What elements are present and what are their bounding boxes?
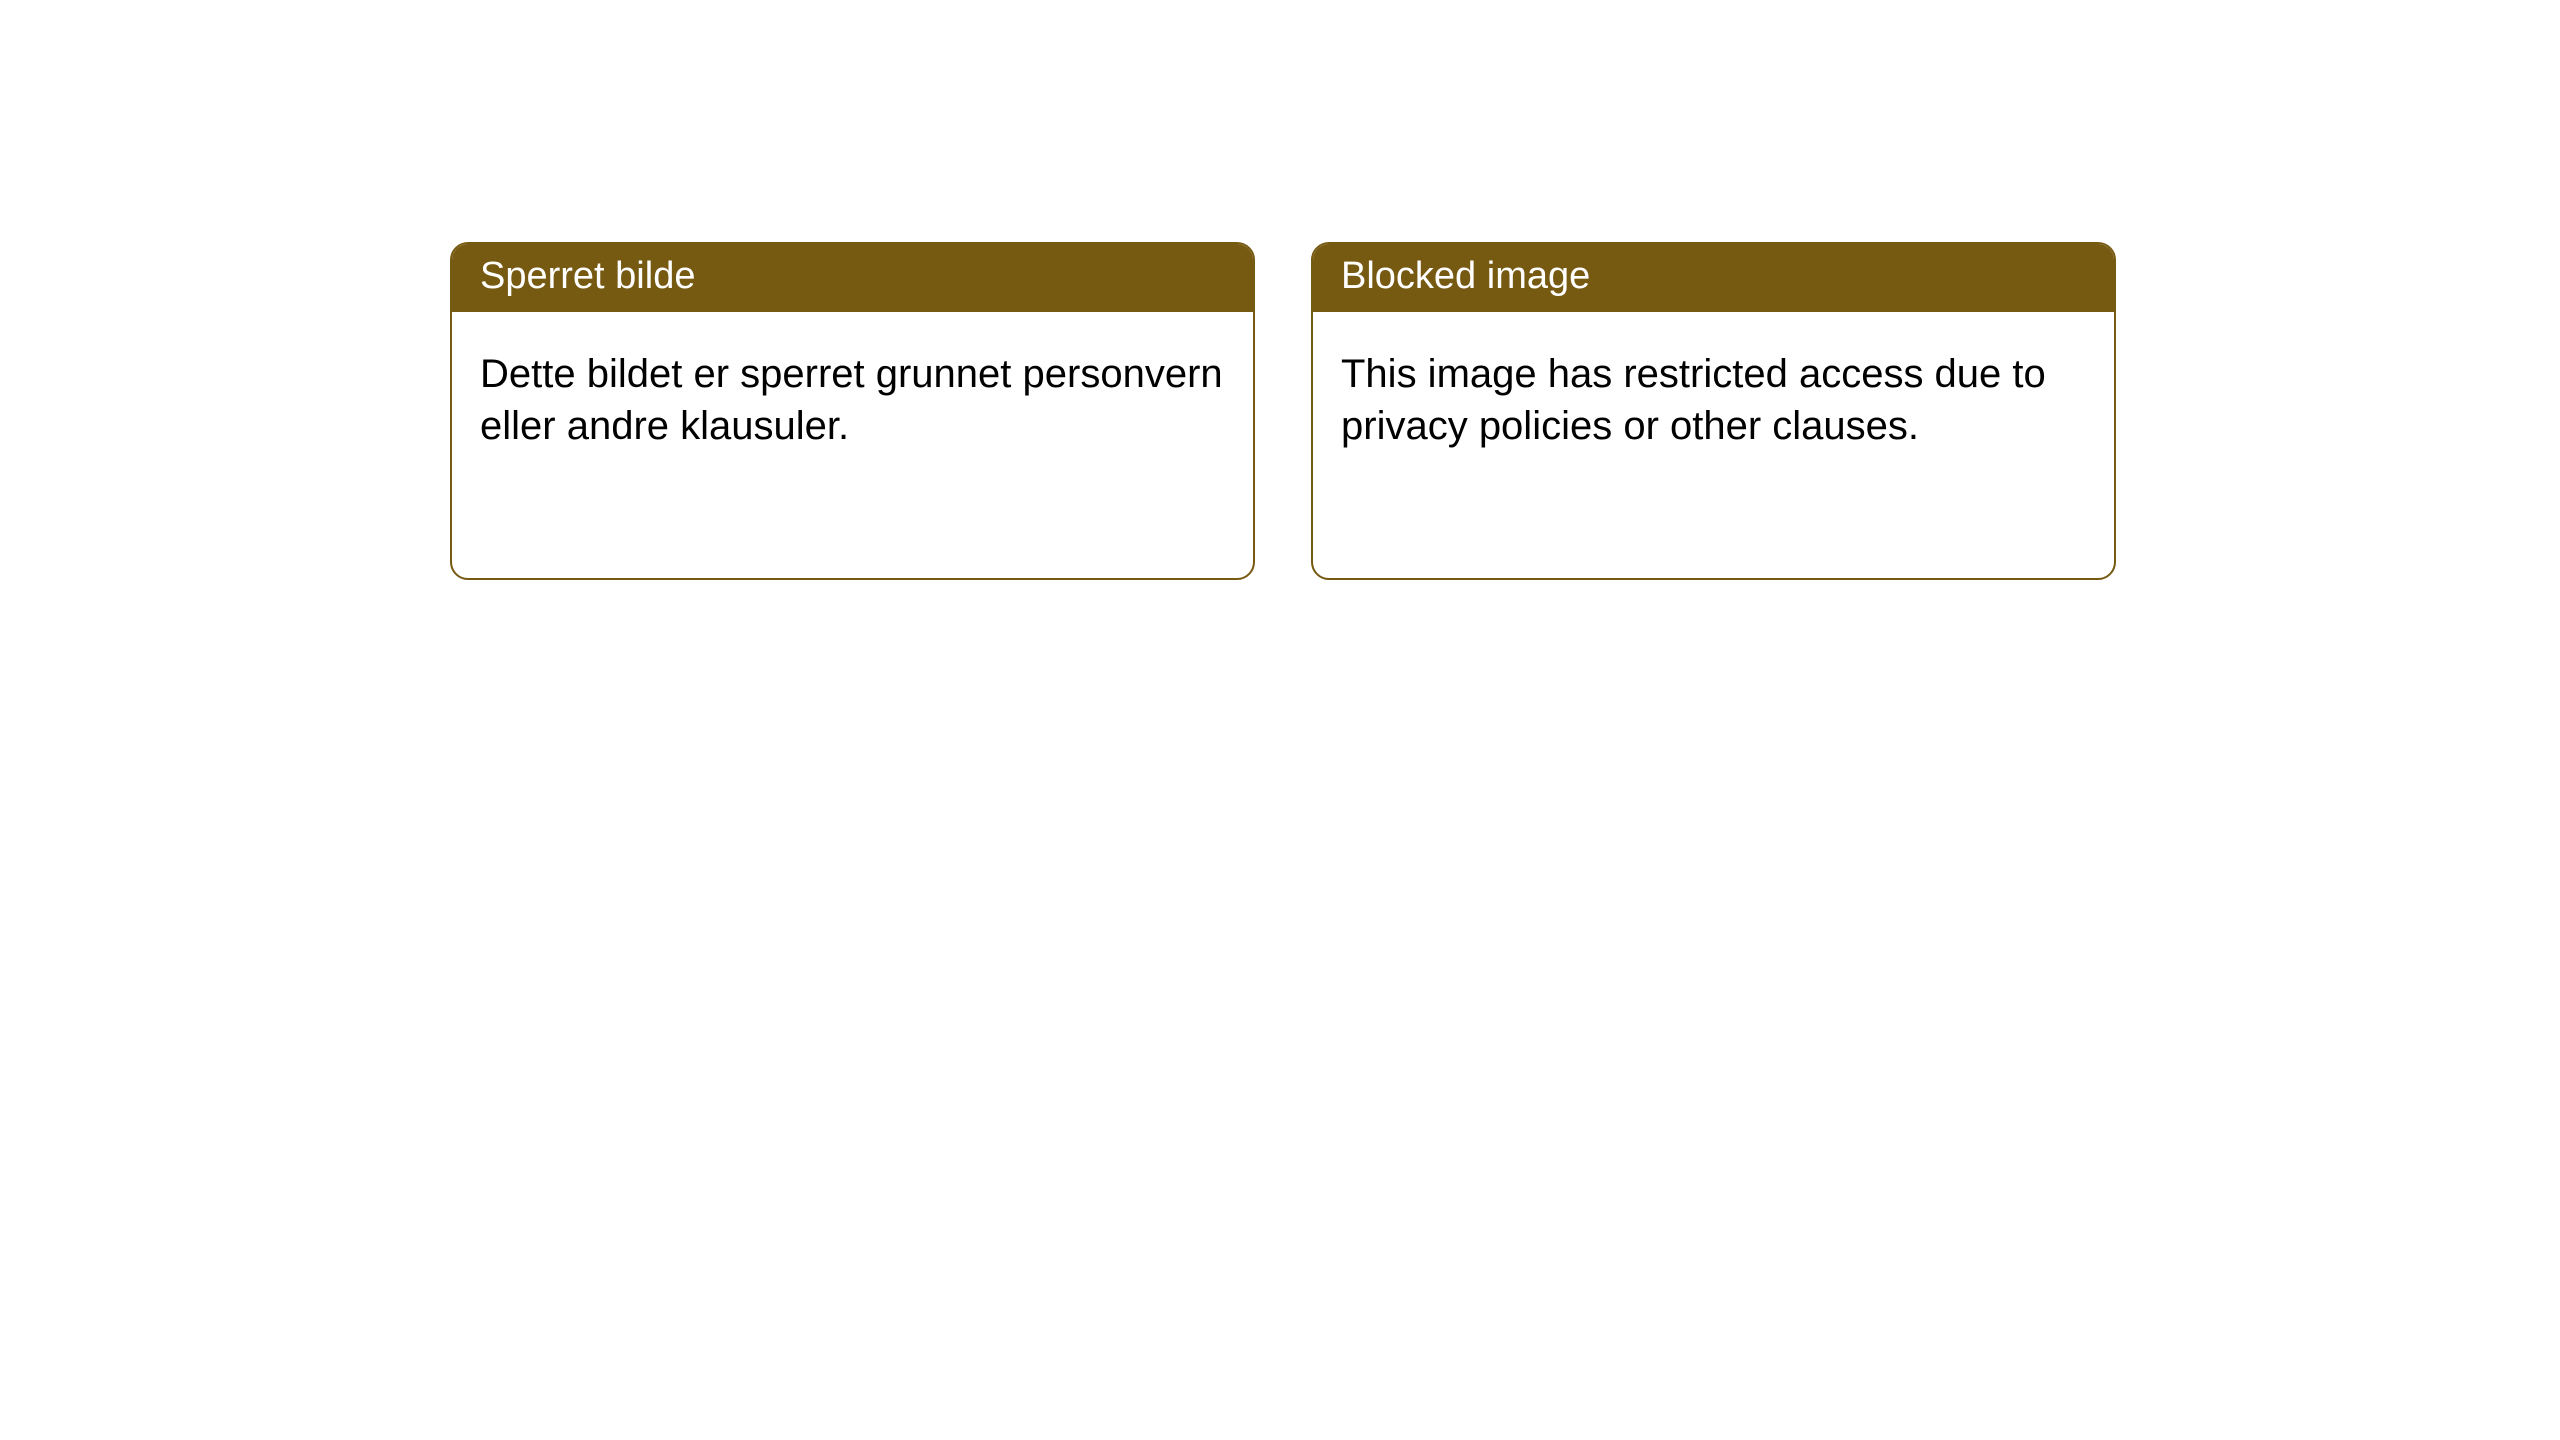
- notice-title-norwegian: Sperret bilde: [452, 244, 1253, 312]
- notice-container: Sperret bilde Dette bildet er sperret gr…: [0, 0, 2560, 580]
- notice-card-english: Blocked image This image has restricted …: [1311, 242, 2116, 580]
- notice-body-english: This image has restricted access due to …: [1313, 312, 2114, 480]
- notice-body-norwegian: Dette bildet er sperret grunnet personve…: [452, 312, 1253, 480]
- notice-title-english: Blocked image: [1313, 244, 2114, 312]
- notice-card-norwegian: Sperret bilde Dette bildet er sperret gr…: [450, 242, 1255, 580]
